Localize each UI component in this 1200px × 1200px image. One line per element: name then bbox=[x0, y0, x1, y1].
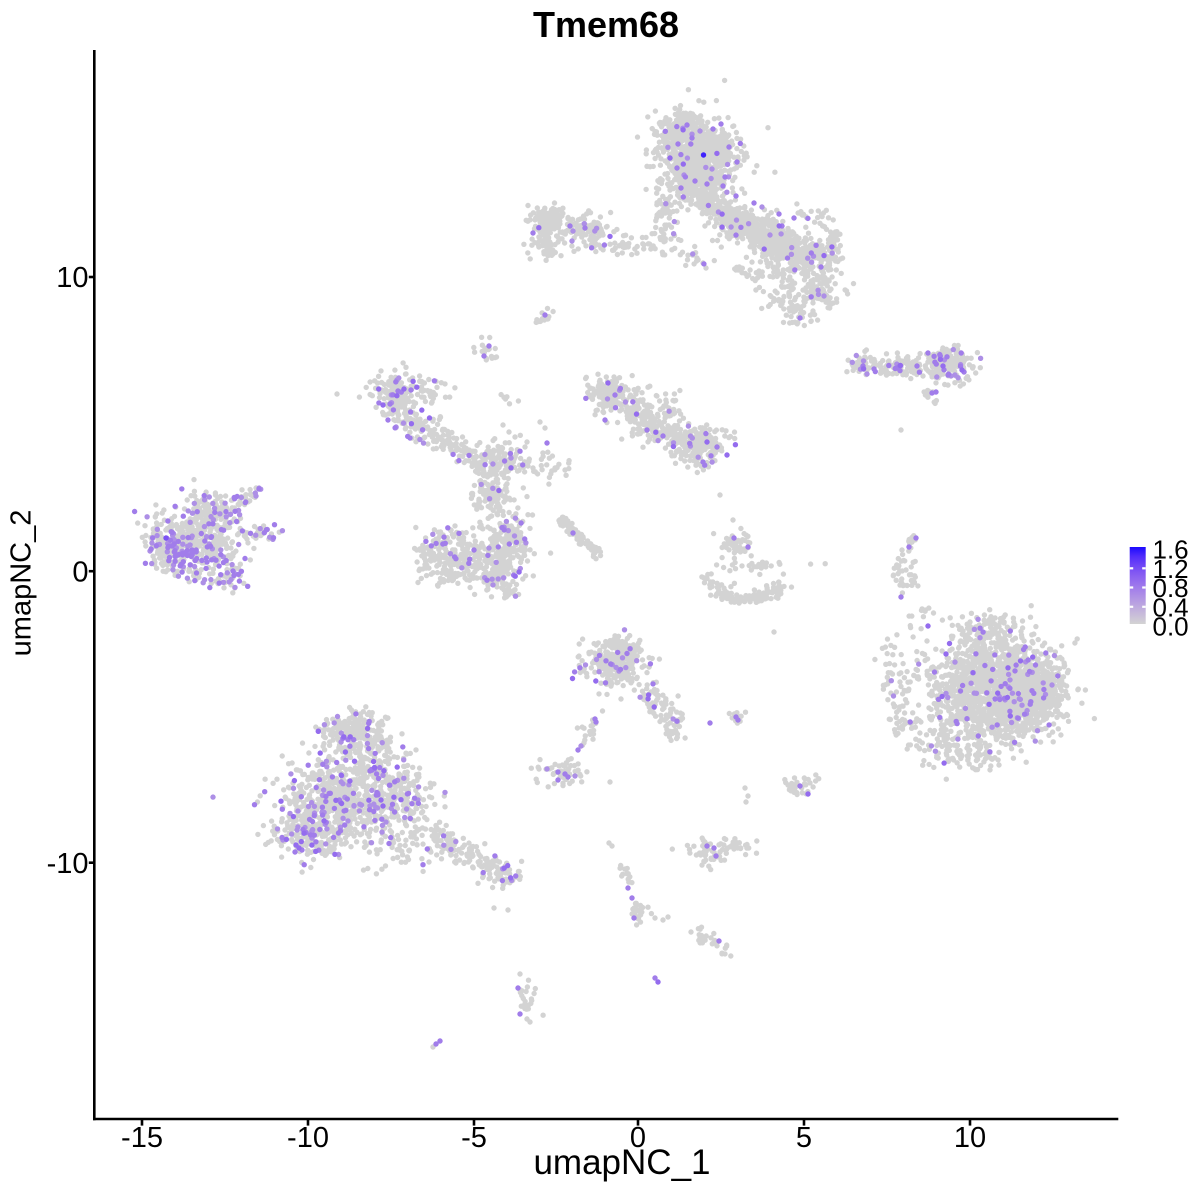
svg-text:5: 5 bbox=[796, 1122, 812, 1154]
svg-text:umapNC_1: umapNC_1 bbox=[533, 1143, 710, 1182]
svg-text:10: 10 bbox=[954, 1122, 986, 1154]
svg-text:0: 0 bbox=[72, 556, 88, 588]
svg-text:-5: -5 bbox=[461, 1122, 487, 1154]
svg-text:1.2: 1.2 bbox=[1153, 554, 1189, 584]
svg-text:0: 0 bbox=[630, 1122, 646, 1154]
svg-text:1.6: 1.6 bbox=[1153, 535, 1189, 565]
svg-text:umapNC_2: umapNC_2 bbox=[6, 510, 38, 657]
svg-text:0.0: 0.0 bbox=[1153, 612, 1189, 642]
svg-text:-10: -10 bbox=[47, 848, 89, 880]
svg-text:0.8: 0.8 bbox=[1153, 573, 1189, 603]
svg-text:0.4: 0.4 bbox=[1153, 592, 1189, 622]
svg-text:Tmem68: Tmem68 bbox=[533, 4, 679, 45]
svg-text:10: 10 bbox=[56, 262, 88, 294]
svg-text:-15: -15 bbox=[121, 1122, 163, 1154]
svg-text:-10: -10 bbox=[287, 1122, 329, 1154]
